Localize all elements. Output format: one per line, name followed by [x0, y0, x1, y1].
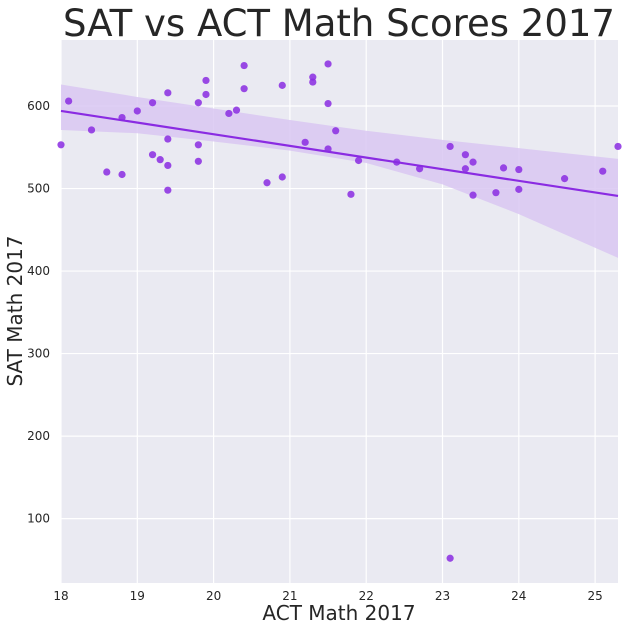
data-point — [148, 99, 157, 107]
data-point — [232, 106, 241, 114]
data-point — [164, 135, 172, 143]
data-point — [469, 191, 477, 199]
x-tick-labels: 18 19 20 21 22 23 24 25 — [53, 589, 602, 603]
data-point — [65, 97, 73, 105]
data-point — [354, 156, 363, 165]
x-tick-label: 21 — [282, 589, 297, 603]
data-point — [133, 107, 141, 115]
data-point — [103, 168, 111, 176]
data-point — [225, 109, 233, 118]
data-point — [515, 185, 523, 193]
data-point — [240, 61, 248, 70]
data-point — [492, 189, 500, 197]
data-point — [515, 165, 523, 174]
y-tick-labels: 100 200 300 400 500 600 — [27, 99, 50, 526]
data-point — [278, 81, 286, 89]
data-point — [446, 142, 454, 151]
data-point — [446, 554, 454, 562]
data-point — [309, 78, 317, 86]
data-points — [57, 60, 622, 562]
data-point — [278, 173, 286, 181]
x-tick-label: 20 — [206, 589, 221, 603]
data-point — [118, 170, 126, 179]
x-tick-label: 24 — [511, 589, 526, 603]
data-point — [309, 73, 317, 81]
y-tick-label: 100 — [27, 512, 50, 526]
confidence-band — [61, 84, 618, 258]
data-point — [347, 190, 355, 198]
data-point — [87, 126, 96, 134]
x-tick-label: 25 — [587, 589, 602, 603]
data-point — [324, 145, 332, 153]
x-axis-label: ACT Math 2017 — [262, 601, 415, 625]
data-point — [156, 156, 164, 164]
data-point — [194, 157, 202, 165]
y-tick-label: 500 — [27, 182, 50, 196]
data-point — [393, 158, 401, 166]
data-point — [240, 85, 248, 93]
y-tick-label: 200 — [27, 429, 50, 443]
data-point — [416, 165, 424, 173]
data-point — [202, 76, 210, 85]
data-point — [164, 161, 172, 170]
data-point — [194, 99, 202, 107]
y-tick-label: 400 — [27, 264, 50, 278]
x-tick-label: 23 — [435, 589, 450, 603]
data-point — [324, 99, 332, 108]
x-tick-label: 22 — [359, 589, 374, 603]
data-point — [499, 164, 508, 172]
y-axis-label: SAT Math 2017 — [3, 235, 27, 386]
x-tick-label: 18 — [53, 589, 68, 603]
data-point — [332, 127, 340, 135]
data-point — [560, 175, 569, 183]
y-tick-label: 300 — [27, 347, 50, 361]
data-point — [57, 141, 65, 149]
data-point — [164, 89, 172, 97]
chart-title: SAT vs ACT Math Scores 2017 — [63, 2, 615, 45]
y-tick-label: 600 — [27, 99, 50, 113]
data-point — [263, 179, 271, 187]
data-point — [202, 90, 210, 99]
data-point — [599, 167, 607, 175]
data-point — [469, 158, 477, 166]
data-point — [301, 138, 309, 146]
data-point — [164, 186, 172, 194]
data-point — [148, 151, 157, 159]
data-point — [118, 113, 126, 122]
data-point — [194, 141, 202, 149]
data-point — [461, 165, 469, 173]
x-tick-label: 19 — [130, 589, 145, 603]
data-point — [461, 151, 469, 159]
regression-line — [60, 109, 619, 198]
data-point — [614, 142, 622, 151]
data-point — [324, 60, 332, 68]
